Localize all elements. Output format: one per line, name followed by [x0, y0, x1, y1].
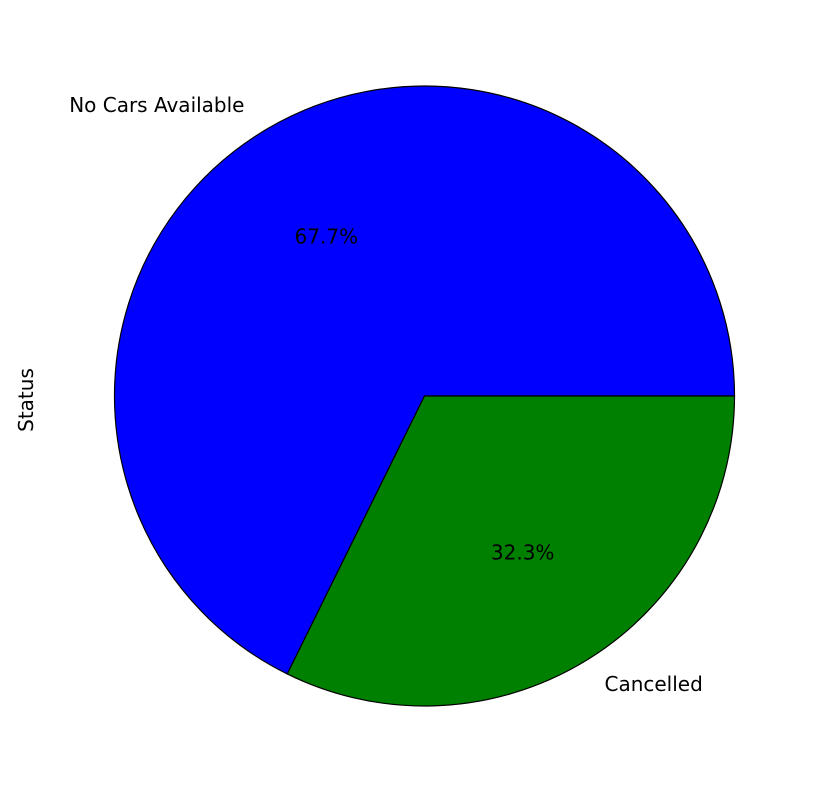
- pie-slice-cancelled: [286, 395, 736, 707]
- pie-slices: [113, 85, 736, 707]
- slice-percent-label: 32.3%: [491, 540, 555, 564]
- slice-label: Cancelled: [604, 672, 702, 696]
- pie-slice-no-cars-available: [113, 85, 736, 675]
- slice-label: No Cars Available: [69, 93, 244, 117]
- pie-labels: No Cars Available 67.7% Cancelled 32.3%: [69, 93, 703, 696]
- slice-percent-label: 67.7%: [295, 225, 359, 249]
- y-axis-label: Status: [14, 368, 38, 432]
